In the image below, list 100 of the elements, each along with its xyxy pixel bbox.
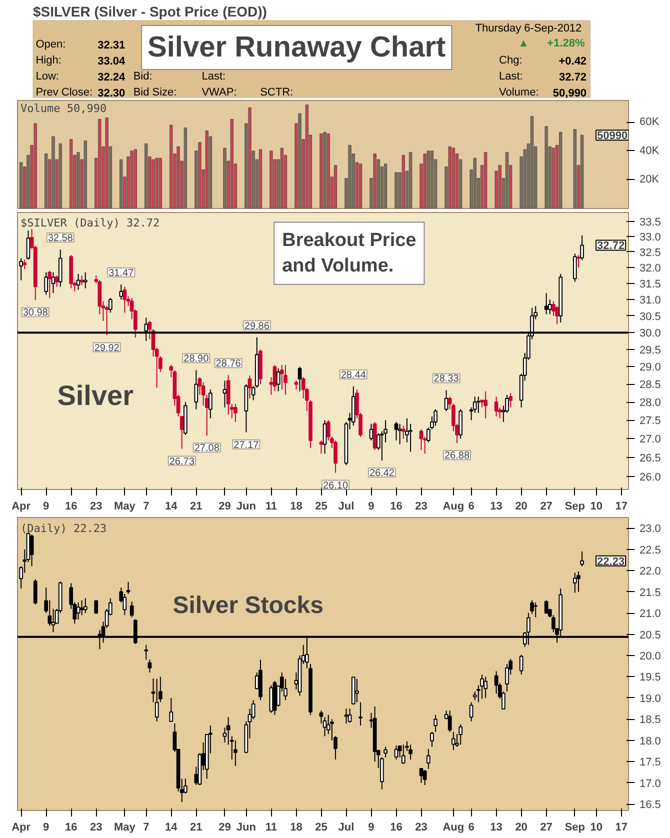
- bar: [84, 140, 87, 208]
- candlestick: [544, 600, 548, 614]
- candlestick: [401, 744, 406, 764]
- candlestick: [572, 572, 577, 594]
- x-tick-label: 11: [265, 822, 278, 834]
- text: Bid:: [133, 70, 152, 82]
- candlestick: [576, 570, 580, 592]
- candlestick: [208, 389, 212, 419]
- y-tick-label: 23.0: [640, 523, 661, 536]
- y-tick-label: 28.5: [640, 379, 661, 392]
- y-tick-label: 18.0: [640, 735, 661, 748]
- x-tick-label: 10: [590, 500, 602, 512]
- candlestick: [148, 659, 152, 673]
- candlestick: [58, 249, 62, 288]
- candlestick: [394, 745, 398, 760]
- candlestick: [572, 253, 577, 282]
- bar: [552, 148, 556, 208]
- x-tick-label: 6: [468, 822, 474, 834]
- y-tick-label: 20.0: [640, 650, 661, 663]
- bar: [358, 164, 362, 208]
- annotation: Breakout Price and Volume.: [282, 230, 416, 276]
- x-tick-label: 17: [615, 822, 628, 834]
- y-tick-label: 60K: [640, 116, 660, 128]
- text: $SILVER (Silver - Spot Price (EOD)): [33, 4, 267, 20]
- candlestick: [269, 684, 274, 714]
- candlestick: [476, 396, 480, 414]
- x-tick-label: 18: [290, 500, 302, 512]
- x-tick-label: Jul: [338, 500, 354, 512]
- candlestick: [284, 364, 288, 396]
- annotation: 27.08: [194, 443, 220, 454]
- bar: [270, 150, 273, 208]
- x-tick-label: 21: [190, 822, 202, 834]
- chart-title: Volume 50,990: [20, 102, 107, 116]
- y-tick-label: 20.5: [640, 629, 661, 642]
- y-tick-label: 28.0: [640, 397, 661, 410]
- y-tick-label: 22.0: [640, 566, 661, 578]
- candlestick: [94, 600, 98, 614]
- text: 32.72: [559, 72, 587, 84]
- candlestick: [169, 697, 174, 722]
- candlestick: [419, 768, 424, 784]
- x-tick-label: 9: [43, 500, 50, 512]
- x-tick-label: 29: [218, 822, 231, 834]
- x-tick-label: 23: [415, 500, 428, 512]
- text: High:: [36, 54, 62, 66]
- x-tick-label: Apr: [12, 500, 32, 512]
- x-tick-label: 20: [515, 500, 528, 512]
- bar: [258, 149, 262, 208]
- candlestick: [544, 292, 548, 315]
- text: Last:: [202, 70, 226, 82]
- bar: [544, 126, 548, 208]
- bar: [280, 148, 284, 208]
- annotation: 22.23: [597, 556, 625, 568]
- candlestick: [530, 600, 534, 614]
- candlestick: [448, 710, 452, 732]
- annotation: 29.86: [244, 320, 270, 332]
- candlestick: [234, 403, 238, 423]
- candlestick: [508, 392, 513, 408]
- bar: [498, 165, 502, 208]
- x-tick-label: Jun: [236, 822, 256, 834]
- x-tick-label: 7: [143, 500, 150, 512]
- candlestick: [298, 366, 302, 392]
- candlestick: [458, 724, 462, 746]
- x-tick-label: 9: [368, 500, 374, 512]
- bar: [326, 133, 330, 208]
- y-tick-label: 21.0: [640, 608, 661, 620]
- bar: [323, 132, 326, 208]
- bar: [573, 129, 576, 208]
- text: Volume:: [499, 86, 539, 98]
- candlestick: [484, 390, 488, 419]
- bar: [198, 142, 202, 208]
- x-tick-label: 17: [615, 500, 628, 512]
- candlestick: [108, 297, 112, 314]
- annotation: 28.44: [340, 370, 366, 381]
- candlestick: [194, 370, 198, 410]
- annotation: 26.88: [444, 450, 470, 462]
- x-tick-label: 18: [290, 822, 302, 834]
- x-tick-label: 23: [90, 822, 102, 834]
- bar: [158, 158, 162, 208]
- candlestick: [19, 258, 23, 281]
- candlestick: [154, 678, 159, 722]
- text: Silver Runaway Chart: [148, 32, 446, 64]
- bar: [484, 152, 488, 208]
- candlestick: [355, 678, 359, 703]
- x-tick-label: Aug: [442, 822, 464, 834]
- candlestick: [272, 364, 277, 392]
- bar: [176, 146, 180, 208]
- bar: [152, 159, 155, 208]
- x-tick-label: May: [114, 822, 136, 834]
- candlestick: [54, 274, 59, 288]
- bar: [105, 118, 108, 208]
- y-tick-label: 22.5: [640, 544, 661, 556]
- candlestick: [122, 286, 127, 314]
- text: ▲: [518, 38, 530, 50]
- text: Last:: [499, 70, 523, 82]
- bar: [44, 154, 48, 208]
- y-tick-label: 26.5: [640, 452, 661, 464]
- candlestick: [276, 368, 280, 392]
- bar: [155, 158, 158, 208]
- annotation: 27.17: [234, 440, 260, 451]
- bar: [423, 154, 426, 208]
